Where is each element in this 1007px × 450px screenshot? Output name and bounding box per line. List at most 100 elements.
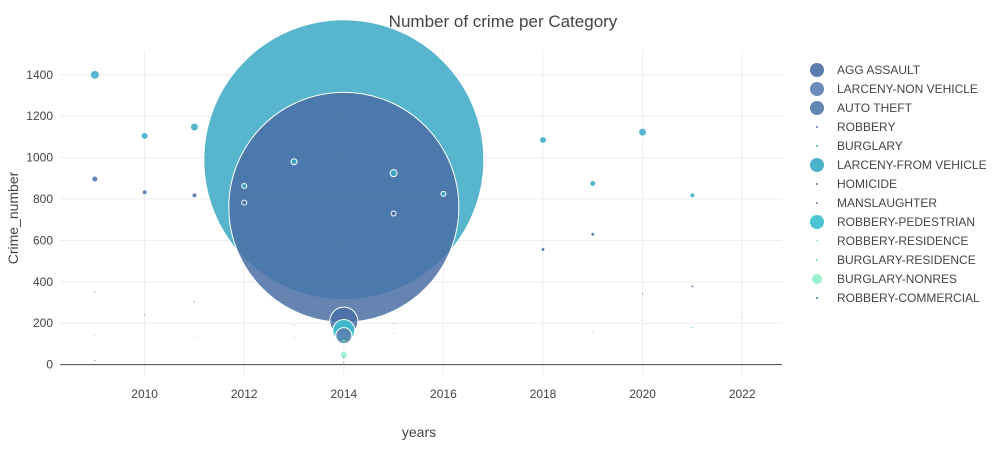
bubble-burglary-residence[interactable]	[293, 324, 295, 326]
y-tick-label: 600	[33, 233, 53, 247]
bubble-larceny-from-vehicle[interactable]	[538, 136, 547, 145]
bubble-robbery[interactable]	[641, 293, 644, 295]
legend-label: ROBBERY-PEDESTRIAN	[837, 215, 975, 229]
bubble-burglary-residence[interactable]	[741, 316, 743, 318]
bubble-homicide[interactable]	[94, 359, 96, 362]
x-tick-label: 2010	[131, 387, 158, 401]
bubbles[interactable]	[89, 19, 743, 364]
bubble-burglary-residence[interactable]	[393, 322, 395, 324]
x-tick-label: 2020	[629, 387, 656, 401]
y-axis-title: Crime_number	[5, 171, 21, 264]
bubble-robbery-residence[interactable]	[592, 330, 594, 333]
y-tick-label: 1000	[26, 151, 53, 165]
bubble-agg-assault[interactable]	[691, 285, 694, 288]
legend-item[interactable]: BURGLARY-NONRES	[812, 272, 957, 286]
bubble-robbery[interactable]	[193, 301, 196, 303]
y-tick-label: 800	[33, 192, 53, 206]
x-axis-title: years	[402, 424, 436, 440]
bubble-agg-assault[interactable]	[191, 192, 198, 199]
legend-item[interactable]: BURGLARY	[816, 139, 903, 153]
legend-marker	[810, 158, 824, 172]
bubble-larceny-from-vehicle[interactable]	[241, 183, 248, 190]
x-tick-label: 2022	[729, 387, 756, 401]
bubble-larceny-from-vehicle[interactable]	[389, 169, 398, 178]
legend-item[interactable]: HOMICIDE	[816, 177, 897, 191]
legend[interactable]: AGG ASSAULT LARCENY-NON VEHICLE AUTO THEFT…	[810, 63, 987, 305]
legend-item[interactable]: ROBBERY-PEDESTRIAN	[810, 215, 975, 229]
bubble-robbery-residence[interactable]	[94, 335, 96, 337]
legend-item[interactable]: AGG ASSAULT	[810, 63, 921, 77]
legend-label: AUTO THEFT	[837, 101, 913, 115]
bubble-agg-assault[interactable]	[228, 91, 460, 323]
legend-label: MANSLAUGHTER	[837, 196, 937, 210]
bubble-robbery-residence[interactable]	[293, 337, 295, 339]
legend-marker	[816, 145, 818, 147]
bubble-robbery-commercial[interactable]	[343, 356, 345, 359]
legend-label: BURGLARY	[837, 139, 903, 153]
y-tick-label: 400	[33, 275, 53, 289]
legend-item[interactable]: ROBBERY	[816, 120, 895, 134]
bubble-larceny-from-vehicle[interactable]	[638, 127, 648, 137]
legend-marker	[812, 274, 822, 284]
legend-marker	[816, 259, 818, 261]
axis-ticks: 2010 2012 2014 2016 2018 2020 2022 0 200 400 600 80…	[26, 68, 756, 401]
legend-label: ROBBERY	[837, 120, 895, 134]
legend-label: HOMICIDE	[837, 177, 897, 191]
y-tick-label: 1400	[26, 68, 53, 82]
chart-title: Number of crime per Category	[389, 12, 618, 31]
bubble-larceny-from-vehicle[interactable]	[189, 122, 199, 132]
bubble-burglary[interactable]	[144, 314, 146, 316]
legend-item[interactable]: BURGLARY-RESIDENCE	[816, 253, 976, 267]
bubble-burglary-nonres[interactable]	[339, 350, 348, 359]
legend-item[interactable]: LARCENY-FROM VEHICLE	[810, 158, 987, 172]
bubble-larceny-non-vehicle[interactable]	[335, 327, 353, 345]
bubble-robbery[interactable]	[94, 291, 96, 293]
bubble-burglary-residence[interactable]	[641, 319, 644, 321]
bubble-agg-assault[interactable]	[591, 232, 595, 236]
bubble-manslaughter[interactable]	[343, 361, 345, 364]
bubble-agg-assault[interactable]	[91, 175, 99, 183]
legend-marker	[810, 63, 824, 77]
bubble-agg-assault[interactable]	[441, 250, 445, 254]
bubble-robbery-residence[interactable]	[393, 332, 395, 335]
x-tick-label: 2012	[231, 387, 258, 401]
x-tick-label: 2014	[330, 387, 357, 401]
bubble-larceny-from-vehicle[interactable]	[290, 158, 298, 166]
bubble-larceny-from-vehicle[interactable]	[589, 180, 597, 188]
legend-item[interactable]: LARCENY-NON VEHICLE	[810, 82, 978, 96]
bubble-agg-assault[interactable]	[541, 248, 545, 252]
bubble-larceny-from-vehicle[interactable]	[89, 69, 100, 80]
legend-item[interactable]: ROBBERY-RESIDENCE	[816, 234, 968, 248]
legend-label: BURGLARY-NONRES	[837, 272, 957, 286]
y-tick-label: 0	[46, 358, 53, 372]
x-tick-label: 2018	[530, 387, 557, 401]
legend-marker	[816, 240, 818, 242]
bubble-agg-assault[interactable]	[141, 189, 148, 196]
legend-label: ROBBERY-COMMERCIAL	[837, 291, 980, 305]
legend-marker	[810, 101, 824, 115]
legend-label: LARCENY-NON VEHICLE	[837, 82, 978, 96]
legend-item[interactable]: MANSLAUGHTER	[816, 196, 937, 210]
bubble-agg-assault[interactable]	[390, 210, 397, 217]
legend-marker	[816, 297, 818, 299]
x-tick-label: 2016	[430, 387, 457, 401]
legend-item[interactable]: ROBBERY-COMMERCIAL	[816, 291, 980, 305]
bubble-robbery-residence[interactable]	[193, 337, 196, 339]
legend-marker	[810, 82, 824, 96]
legend-item[interactable]: AUTO THEFT	[810, 101, 913, 115]
legend-marker	[816, 202, 818, 204]
legend-marker	[816, 126, 818, 128]
y-tick-label: 200	[33, 316, 53, 330]
bubble-larceny-from-vehicle[interactable]	[689, 192, 696, 199]
bubble-agg-assault[interactable]	[241, 199, 248, 206]
bubble-auto-theft[interactable]	[292, 196, 297, 201]
legend-marker	[816, 183, 818, 185]
bubble-burglary-residence[interactable]	[691, 326, 693, 328]
y-tick-label: 1200	[26, 109, 53, 123]
bubble-larceny-from-vehicle[interactable]	[440, 190, 447, 197]
legend-label: ROBBERY-RESIDENCE	[837, 234, 968, 248]
bubble-larceny-from-vehicle[interactable]	[140, 131, 149, 140]
bubble-burglary-residence[interactable]	[342, 339, 346, 343]
legend-label: BURGLARY-RESIDENCE	[837, 253, 976, 267]
